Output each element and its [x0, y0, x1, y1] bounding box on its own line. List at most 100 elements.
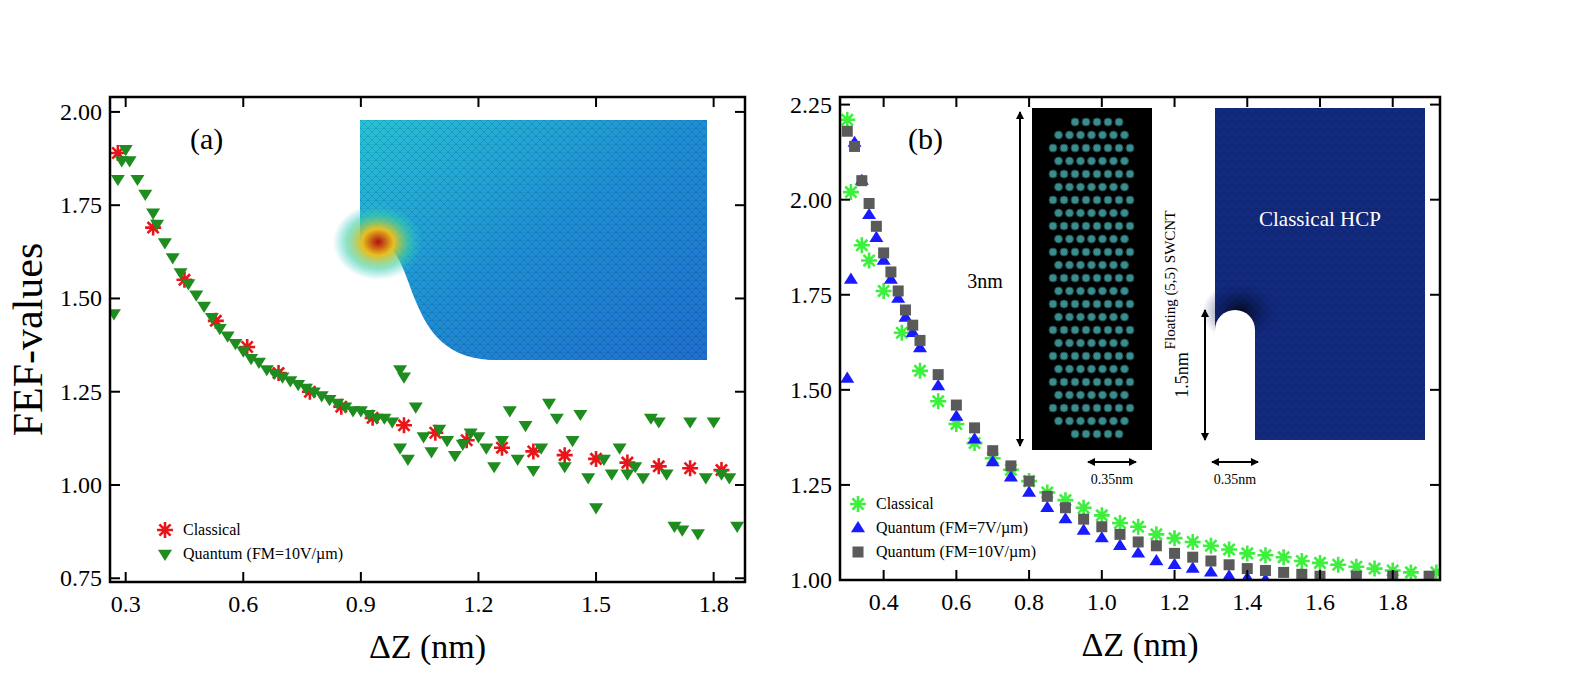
annotation: 0.35nm [1091, 472, 1134, 487]
point [605, 470, 619, 481]
annotation: 1.5nm [1172, 352, 1192, 398]
point [1169, 548, 1180, 559]
point [1148, 526, 1164, 542]
atom [1115, 248, 1123, 256]
atom [1104, 170, 1112, 178]
panel-label: (a) [190, 122, 223, 156]
point [861, 253, 877, 269]
x-tick-top [125, 97, 127, 107]
y-tick-right [1430, 389, 1440, 391]
atom [1071, 378, 1079, 386]
point [166, 253, 180, 264]
y-tick [110, 111, 120, 113]
atom [1099, 235, 1107, 243]
point [542, 399, 556, 410]
atom [1071, 196, 1079, 204]
point [456, 440, 470, 451]
atom [1077, 183, 1085, 191]
series [110, 145, 744, 540]
point [1186, 562, 1200, 573]
atom [1066, 261, 1074, 269]
x-tick-label: 1.6 [1305, 589, 1335, 615]
x-tick [125, 572, 127, 582]
x-axis-title: ΔZ (nm) [1081, 626, 1198, 664]
atom [1110, 417, 1118, 425]
point [158, 238, 172, 249]
atom [1049, 170, 1057, 178]
point [1403, 564, 1419, 580]
atom [1055, 131, 1063, 139]
atom [1115, 196, 1123, 204]
atom [1088, 261, 1096, 269]
height-arrow [1204, 310, 1206, 440]
point [197, 302, 211, 313]
atom [1115, 352, 1123, 360]
atom [1071, 222, 1079, 230]
atom [1049, 300, 1057, 308]
atom [1066, 287, 1074, 295]
y-tick-right [735, 204, 745, 206]
atom [1071, 118, 1079, 126]
atom [1110, 261, 1118, 269]
atom [1088, 417, 1096, 425]
y-tick-right [1430, 484, 1440, 486]
atom [1082, 144, 1090, 152]
x-tick [242, 572, 244, 582]
atom [1082, 248, 1090, 256]
atom [1077, 287, 1085, 295]
x-tick-label: 1.5 [581, 591, 611, 617]
series [840, 112, 1440, 580]
atom [1121, 209, 1129, 217]
atom [1060, 326, 1068, 334]
annotation: Classical HCP [1259, 207, 1381, 231]
point [986, 455, 1000, 466]
atom [1077, 157, 1085, 165]
point [1133, 536, 1144, 547]
panel-label: (b) [908, 122, 943, 156]
annotation: 0.35nm [1214, 472, 1257, 487]
y-tick [840, 104, 850, 106]
atom [1126, 274, 1134, 282]
atom [1104, 300, 1112, 308]
point [840, 112, 855, 128]
hcp-emitter [1215, 310, 1255, 441]
x-tick-top [242, 97, 244, 107]
y-tick [110, 204, 120, 206]
atom [1121, 391, 1129, 399]
y-tick-label: 1.75 [790, 282, 832, 308]
point [1204, 565, 1218, 576]
point [479, 443, 493, 454]
point [1113, 539, 1127, 550]
atom [1126, 378, 1134, 386]
legend-label: Quantum (FM=10V/µm) [876, 543, 1036, 561]
atom [1082, 222, 1090, 230]
atom [1104, 326, 1112, 334]
x-tick-label: 0.6 [941, 589, 971, 615]
point [189, 291, 203, 302]
point [849, 141, 860, 152]
y-tick [110, 297, 120, 299]
atom [1104, 274, 1112, 282]
atom [1055, 183, 1063, 191]
atom [1049, 274, 1057, 282]
x-tick-top [1319, 97, 1321, 107]
x-tick-top [477, 97, 479, 107]
atom [1099, 209, 1107, 217]
atom [1049, 352, 1057, 360]
point [581, 473, 595, 484]
atom [1110, 209, 1118, 217]
point [1112, 515, 1128, 531]
x-tick [955, 570, 957, 580]
inset-mesh [333, 120, 707, 360]
atom [1093, 222, 1101, 230]
atom [1088, 131, 1096, 139]
atom [1088, 209, 1096, 217]
atom [1082, 118, 1090, 126]
atom [1126, 196, 1134, 204]
point [969, 422, 980, 433]
x-tick-label: 1.4 [1232, 589, 1262, 615]
y-tick [110, 484, 120, 486]
data-area [110, 145, 744, 541]
legend-label: Classical [183, 521, 241, 538]
point [1022, 486, 1036, 497]
